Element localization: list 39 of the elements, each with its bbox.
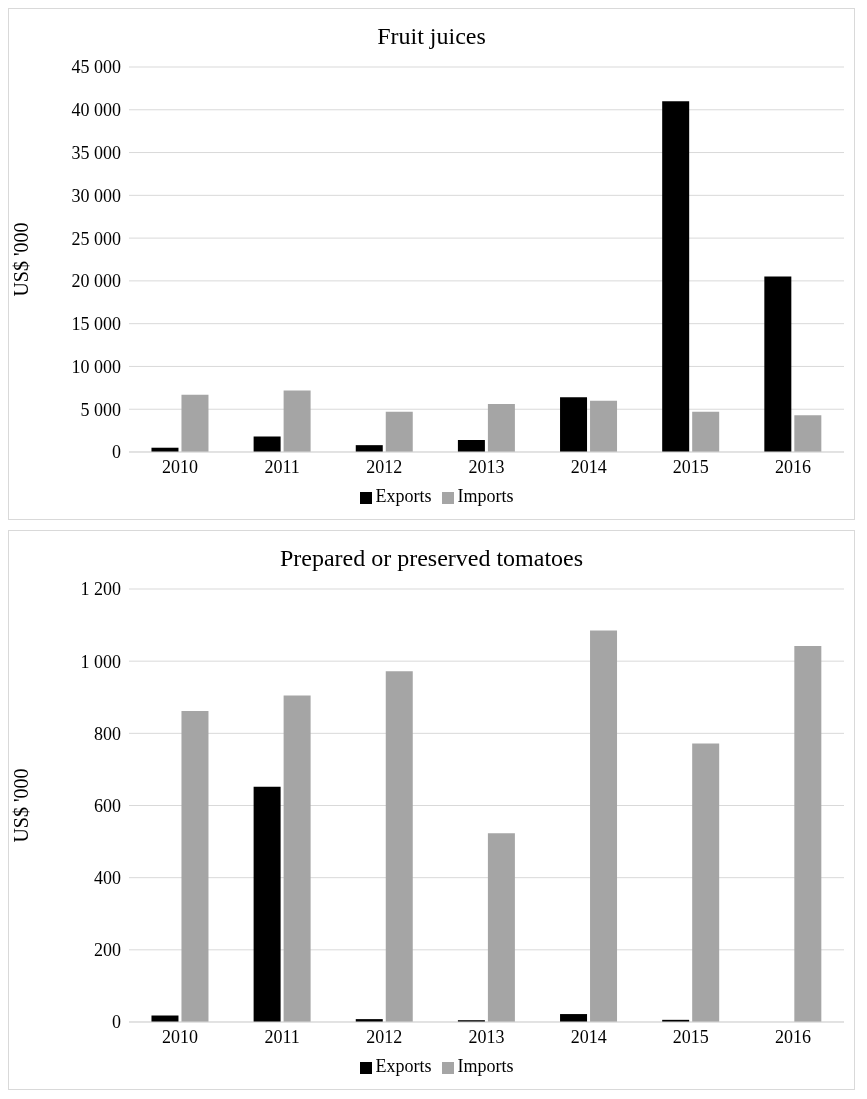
- y-tick-label: 45 000: [71, 57, 121, 78]
- x-tick-label: 2011: [264, 456, 300, 477]
- x-tick-label: 2014: [570, 456, 607, 477]
- chart-title: Prepared or preserved tomatoes: [278, 544, 585, 573]
- y-tick-label: 600: [94, 795, 121, 816]
- y-tick-label: 15 000: [71, 314, 121, 335]
- y-tick-label: 1 200: [80, 579, 121, 600]
- y-tick-label: 20 000: [71, 271, 121, 292]
- y-tick-label: 5 000: [80, 399, 121, 420]
- x-tick-label: 2012: [366, 1026, 403, 1047]
- x-tick-label: 2016: [774, 456, 811, 477]
- y-tick-label: 400: [94, 868, 121, 889]
- legend-label: Exports: [375, 1056, 432, 1076]
- y-tick-label: 0: [112, 442, 121, 463]
- y-tick-label: 10 000: [71, 356, 121, 377]
- x-tick-label: 2013: [468, 456, 505, 477]
- x-tick-label: 2015: [672, 1026, 709, 1047]
- legend-label: Imports: [457, 486, 514, 506]
- legend-label: Exports: [375, 486, 432, 506]
- y-tick-label: 1 000: [80, 651, 121, 672]
- x-tick-label: 2010: [162, 1026, 199, 1047]
- x-tick-label: 2010: [162, 456, 199, 477]
- x-tick-label: 2013: [468, 1026, 505, 1047]
- y-tick-label: 800: [94, 723, 121, 744]
- legend-label: Imports: [457, 1056, 514, 1076]
- y-tick-label: 0: [112, 1012, 121, 1033]
- y-tick-label: 40 000: [71, 100, 121, 121]
- chart-title: Fruit juices: [376, 22, 487, 51]
- y-axis-title: US$ '000: [10, 222, 33, 297]
- x-tick-label: 2011: [264, 1026, 300, 1047]
- x-tick-label: 2016: [774, 1026, 811, 1047]
- y-tick-label: 35 000: [71, 142, 121, 163]
- y-tick-label: 25 000: [71, 228, 121, 249]
- x-tick-label: 2012: [366, 456, 403, 477]
- y-tick-label: 30 000: [71, 185, 121, 206]
- y-tick-label: 200: [94, 940, 121, 961]
- y-axis-title: US$ '000: [10, 768, 33, 843]
- x-tick-label: 2015: [672, 456, 709, 477]
- x-tick-label: 2014: [570, 1026, 607, 1047]
